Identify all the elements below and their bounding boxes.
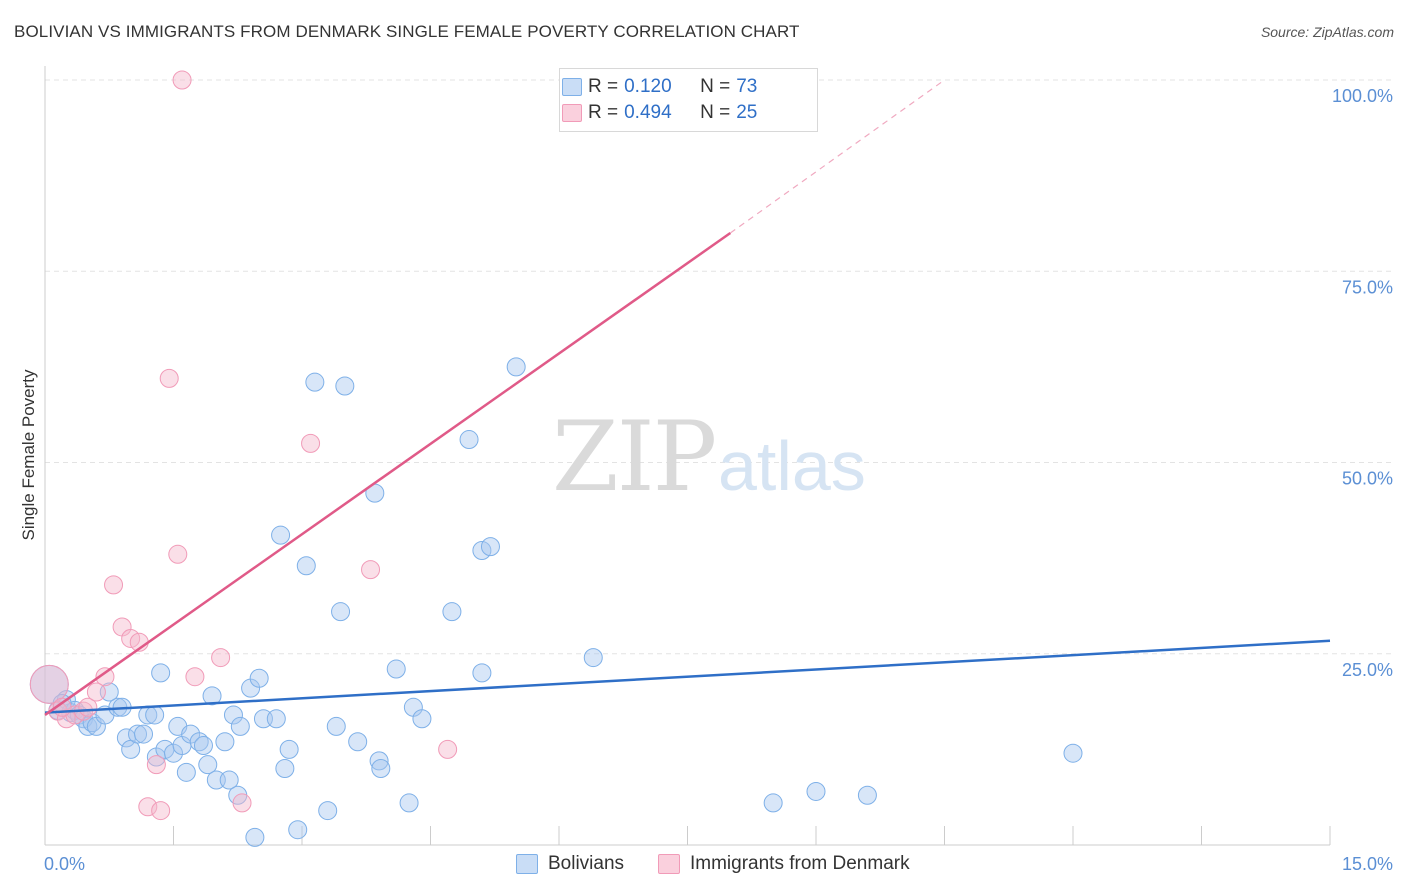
bottom-legend-label-bolivians: Bolivians	[548, 853, 625, 874]
data-point	[442, 602, 462, 622]
data-point	[472, 663, 492, 683]
data-point	[331, 602, 351, 622]
data-point	[145, 705, 165, 725]
legend-n-label: N =	[700, 76, 731, 97]
data-point	[146, 755, 166, 775]
data-point	[271, 525, 291, 545]
grid-lines	[45, 79, 1392, 655]
data-point	[29, 664, 69, 704]
data-point	[78, 697, 98, 717]
data-point	[151, 663, 171, 683]
data-point	[296, 556, 316, 576]
y-axis-label: Single Female Poverty	[19, 369, 38, 541]
data-point	[806, 781, 826, 801]
data-point	[335, 376, 355, 396]
data-point	[583, 648, 603, 668]
data-point	[480, 537, 500, 557]
data-point	[399, 793, 419, 813]
y-tick-labels: 25.0% 50.0% 75.0% 100.0%	[1332, 86, 1393, 680]
data-point	[104, 575, 124, 595]
data-point	[249, 668, 269, 688]
data-point	[348, 732, 368, 752]
data-point	[176, 762, 196, 782]
x-tick-label: 15.0%	[1342, 854, 1393, 874]
legend-n-value: 25	[736, 102, 758, 123]
data-point	[301, 433, 321, 453]
bottom-legend-swatch-denmark	[658, 854, 680, 874]
data-point	[361, 560, 381, 580]
data-point	[288, 820, 308, 840]
data-point	[159, 368, 179, 388]
legend: R = 0.120 N = 73 R = 0.494 N = 25	[559, 68, 818, 132]
data-point	[857, 785, 877, 805]
y-tick-label: 100.0%	[1332, 86, 1393, 106]
watermark-atlas: atlas	[718, 427, 866, 505]
data-point	[198, 755, 218, 775]
data-point	[86, 682, 106, 702]
data-point	[412, 709, 432, 729]
data-point	[326, 716, 346, 736]
bottom-legend-bolivians: Bolivians	[516, 852, 624, 876]
data-point	[215, 732, 235, 752]
data-point	[305, 372, 325, 392]
data-point	[232, 793, 252, 813]
legend-row-denmark: R = 0.494 N = 25	[562, 101, 758, 125]
data-point	[275, 759, 295, 778]
data-point	[138, 797, 158, 817]
trend-line-bolivians	[44, 639, 1331, 714]
data-point	[185, 667, 205, 687]
data-point	[318, 801, 338, 821]
data-point	[151, 801, 171, 821]
legend-swatch-bolivians	[562, 78, 582, 96]
data-point	[134, 724, 154, 744]
x-tick-label: 0.0%	[44, 854, 85, 874]
data-point	[506, 357, 526, 377]
data-point	[202, 686, 222, 706]
data-point	[386, 659, 406, 679]
data-point	[266, 709, 286, 729]
trend-line-denmark	[44, 231, 732, 716]
data-point	[1063, 743, 1083, 763]
data-point	[223, 705, 243, 725]
watermark-zip: ZIP	[552, 401, 715, 513]
data-point	[245, 827, 265, 847]
data-point	[211, 648, 231, 668]
y-tick-label: 25.0%	[1342, 660, 1393, 680]
y-tick-label: 50.0%	[1342, 469, 1393, 489]
bottom-legend-swatch-bolivians	[516, 854, 538, 874]
data-point	[193, 736, 213, 756]
data-point	[230, 716, 250, 736]
data-point	[763, 793, 783, 813]
legend-r-label: R =	[588, 76, 619, 97]
legend-row-bolivians: R = 0.120 N = 73	[562, 75, 758, 99]
data-point	[128, 724, 148, 744]
bottom-legend-label-denmark: Immigrants from Denmark	[690, 853, 910, 874]
data-points	[29, 70, 1083, 847]
data-point	[438, 739, 458, 759]
trend-lines	[44, 79, 1331, 716]
series-denmark	[29, 70, 458, 821]
legend-r-value: 0.494	[624, 102, 672, 123]
data-point	[172, 70, 192, 90]
legend-swatch-denmark	[562, 104, 582, 122]
data-point	[168, 544, 188, 564]
legend-n-value: 73	[736, 76, 758, 97]
data-point	[219, 770, 239, 790]
watermark: ZIP atlas	[552, 401, 866, 513]
source-label: Source: ZipAtlas.com	[1260, 24, 1394, 40]
data-point	[95, 667, 115, 687]
data-point	[279, 739, 299, 759]
legend-r-value: 0.120	[624, 76, 672, 97]
legend-r-label: R =	[588, 102, 619, 123]
data-point	[369, 751, 389, 771]
legend-n-label: N =	[700, 102, 731, 123]
x-tick-labels: 0.0% 15.0%	[44, 854, 1393, 874]
chart-title: BOLIVIAN VS IMMIGRANTS FROM DENMARK SING…	[14, 22, 800, 41]
data-point	[459, 430, 479, 450]
y-tick-label: 75.0%	[1342, 277, 1393, 297]
bottom-legend-denmark: Immigrants from Denmark	[658, 852, 910, 876]
data-point	[371, 759, 391, 778]
